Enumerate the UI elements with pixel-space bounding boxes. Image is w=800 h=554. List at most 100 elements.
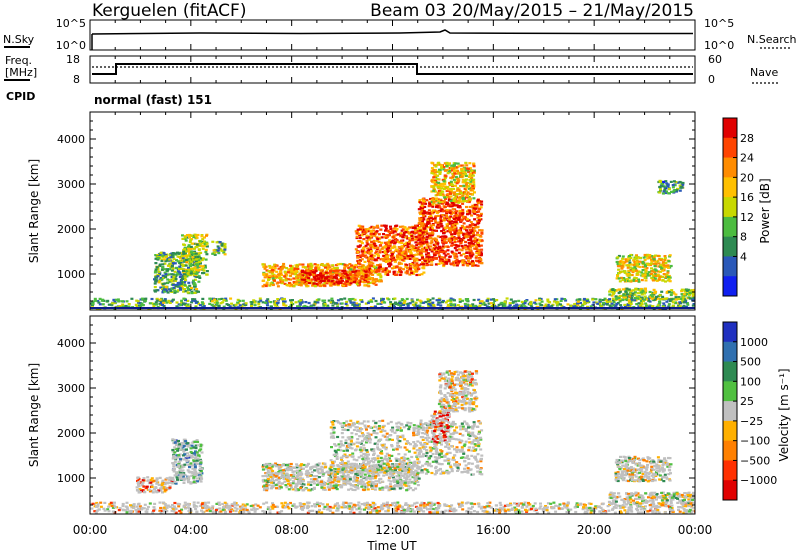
scatter-cell [286, 271, 290, 274]
scatter-cell [628, 302, 632, 305]
scatter-cell [110, 303, 114, 306]
scatter-cell [383, 252, 387, 255]
scatter-cell [467, 200, 471, 204]
scatter-cell [265, 283, 269, 286]
scatter-cell [341, 272, 345, 275]
scatter-cell [398, 300, 402, 303]
scatter-cell [435, 163, 439, 166]
scatter-cell [391, 240, 395, 243]
scatter-cell [183, 246, 187, 249]
scatter-cell [657, 278, 661, 281]
scatter-cell [672, 292, 676, 295]
scatter-cell [161, 283, 165, 286]
scatter-cell [379, 280, 383, 283]
scatter-cell [186, 247, 190, 250]
scatter-cell [116, 298, 120, 301]
scatter-cell [428, 301, 432, 304]
scatter-cell [658, 300, 661, 303]
scatter-cell [544, 505, 548, 508]
scatter-cell [402, 268, 406, 271]
scatter-cell [345, 304, 349, 307]
scatter-cell [372, 229, 376, 232]
scatter-cell [647, 271, 651, 274]
scatter-cell [184, 278, 187, 281]
scatter-cell [264, 301, 268, 304]
scatter-cell [677, 296, 681, 299]
scatter-cell [452, 243, 456, 247]
scatter-cell [444, 245, 448, 248]
scatter-cell [449, 297, 453, 300]
scatter-cell [453, 178, 456, 181]
scatter-cell [323, 303, 327, 306]
scatter-cell [331, 304, 335, 307]
scatter-cell [447, 168, 451, 171]
scatter-cell [471, 174, 475, 177]
scatter-cell [440, 239, 444, 242]
scatter-cell [662, 263, 665, 266]
scatter-cell [479, 206, 483, 209]
scatter-cell [441, 190, 445, 193]
scatter-cell [310, 265, 314, 268]
scatter-cell [264, 265, 268, 268]
scatter-cell [284, 277, 288, 280]
scatter-cell [315, 279, 319, 282]
scatter-cell [477, 305, 481, 308]
scatter-cell [422, 301, 426, 304]
scatter-cell [185, 261, 189, 264]
scatter-cell [199, 244, 203, 247]
scatter-cell [436, 170, 440, 173]
scatter-cell [291, 299, 294, 302]
scatter-cell [193, 283, 197, 286]
scatter-cell [455, 264, 459, 267]
scatter-cell [614, 298, 618, 302]
scatter-cell [615, 297, 619, 300]
scatter-cell [270, 305, 273, 308]
scatter-cell [628, 279, 632, 282]
scatter-cell [368, 273, 372, 276]
scatter-cell [220, 244, 224, 247]
scatter-cell [285, 267, 289, 270]
scatter-cell [667, 291, 671, 294]
scatter-cell [168, 268, 172, 271]
scatter-cell [423, 223, 427, 226]
scatter-cell [164, 508, 168, 511]
scatter-cell [201, 240, 205, 243]
scatter-cell [440, 166, 444, 170]
scatter-cell [410, 271, 414, 275]
scatter-cell [135, 511, 139, 514]
scatter-cell [434, 210, 438, 213]
scatter-cell [193, 242, 197, 245]
scatter-cell [441, 202, 445, 205]
scatter-cell [621, 255, 625, 258]
scatter-cell [477, 253, 481, 256]
scatter-cell [425, 264, 429, 267]
scatter-cell [459, 227, 463, 230]
scatter-cell [220, 297, 224, 300]
scatter-cell [197, 290, 200, 293]
scatter-cell [154, 274, 158, 277]
scatter-cell [436, 252, 440, 255]
scatter-cell [279, 266, 283, 269]
scatter-cell [478, 261, 482, 264]
scatter-cell [359, 226, 363, 229]
scatter-cell [400, 505, 404, 508]
scatter-cell [652, 256, 656, 259]
scatter-cell [636, 273, 640, 276]
scatter-cell [441, 214, 445, 217]
scatter-cell [464, 305, 468, 308]
scatter-cell [520, 300, 524, 303]
scatter-cell [339, 262, 343, 266]
scatter-cell [357, 271, 361, 274]
scatter-cell [470, 261, 474, 264]
scatter-cell [195, 262, 199, 265]
scatter-cell [160, 268, 164, 271]
scatter-cell [304, 282, 308, 286]
scatter-cell [453, 239, 457, 242]
scatter-cell [642, 300, 645, 303]
scatter-cell [379, 244, 383, 247]
scatter-cell [289, 278, 293, 281]
scatter-cell [658, 265, 662, 268]
scatter-cell [287, 269, 291, 272]
scatter-cell [646, 257, 650, 260]
scatter-cell [98, 303, 102, 306]
